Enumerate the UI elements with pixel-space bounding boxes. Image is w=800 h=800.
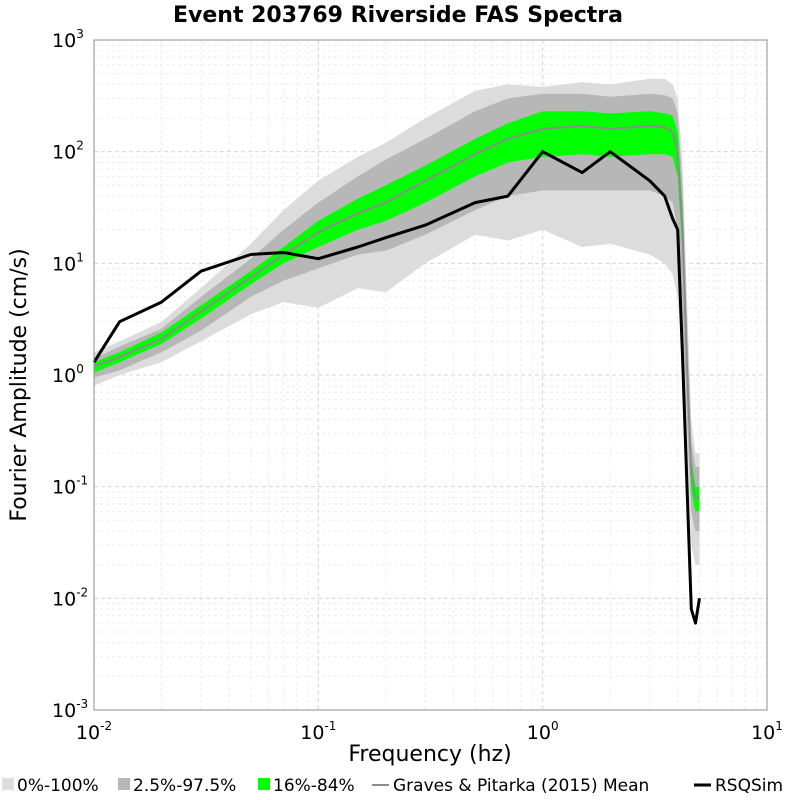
line-rsqsim <box>92 150 701 625</box>
y-tick-label: 102 <box>52 139 84 164</box>
chart-title: Event 203769 Riverside FAS Spectra <box>173 3 623 28</box>
band-0-100 <box>94 78 700 565</box>
legend-label-graves-pitarka-2015-mean: Graves & Pitarka (2015) Mean <box>393 776 649 796</box>
y-tick-label: 10-1 <box>52 474 88 499</box>
x-axis-ticks: 10-2 10-1 100 101 <box>76 719 783 744</box>
y-axis-ticks: 103 102 101 100 10-1 10-2 10-3 <box>52 27 88 722</box>
legend: 0%-100% 2.5%-97.5% 16%-84% Graves & Pitarka… <box>2 776 783 796</box>
legend-label-2-5-97-5: 2.5%-97.5% <box>133 776 236 796</box>
legend-swatch-16-84 <box>258 778 270 790</box>
x-tick-label: 10-2 <box>76 719 112 744</box>
x-axis-label: Frequency (hz) <box>348 742 511 767</box>
x-tick-label: 10-1 <box>300 719 336 744</box>
series-layer <box>92 78 701 625</box>
legend-swatch-0-100 <box>2 778 14 790</box>
line-graves-pitarka-2015-mean <box>93 124 700 499</box>
y-tick-label: 103 <box>52 27 84 52</box>
y-tick-label: 101 <box>52 250 84 275</box>
x-tick-label: 100 <box>527 719 559 744</box>
y-tick-label: 10-3 <box>52 697 88 722</box>
legend-swatch-2-5-97-5 <box>118 778 130 790</box>
y-axis-label: Fourier Amplitude (cm/s) <box>7 248 32 521</box>
y-tick-label: 100 <box>52 362 84 387</box>
legend-label-rsqsim: RSQSim <box>715 776 783 796</box>
plot-frame <box>93 39 768 711</box>
x-tick-label: 101 <box>751 719 783 744</box>
legend-label-16-84: 16%-84% <box>273 776 355 796</box>
band-16-84 <box>94 111 700 512</box>
legend-label-0-100: 0%-100% <box>17 776 99 796</box>
y-tick-label: 10-2 <box>52 585 88 610</box>
